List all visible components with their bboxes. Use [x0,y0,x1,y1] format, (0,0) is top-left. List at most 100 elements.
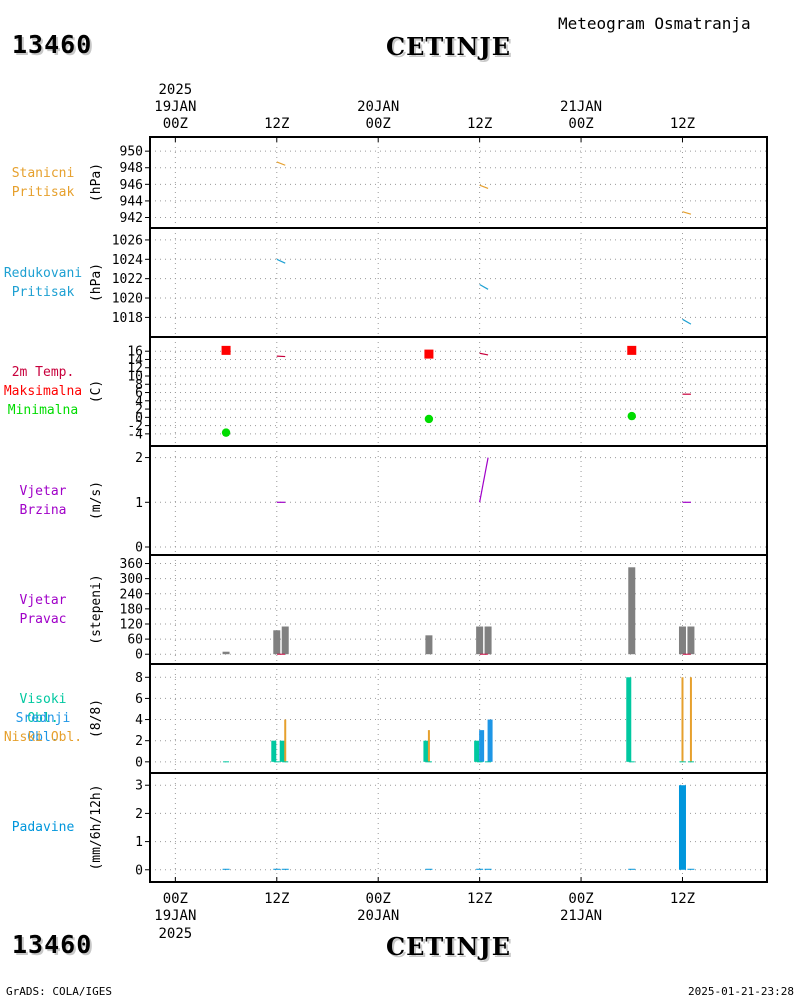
station-name-bottom: CETINJE [386,932,512,961]
bar [222,651,230,655]
y-tick-label: 0 [135,411,143,426]
y-tick-label: 6 [135,692,143,707]
time-date-label-bottom: 21JAN [560,908,602,924]
time-hour-label-bottom: 12Z [264,891,289,907]
footer-credit: GrADS: COLA/IGES [6,985,112,998]
y-axis-unit: (C) [89,380,104,403]
y-tick-label: 0 [135,863,143,878]
panel-label: Stanicni [11,165,75,181]
panel-label: Pritisak [11,284,75,300]
y-tick-label: 1022 [112,272,143,287]
panel-frame [149,227,768,338]
y-tick-label: 60 [127,633,143,648]
panel-label: Pravac [19,611,67,627]
panel-label: Visoki Obl. [19,692,67,726]
bar [281,626,289,655]
cloud-bar-high [626,677,632,762]
y-tick-label: 1020 [112,292,143,307]
series-segment [276,258,286,264]
bar [628,868,636,870]
y-tick-label: 180 [120,602,143,617]
series-segment [276,161,286,166]
series-segment [479,352,489,356]
series-segment [479,184,489,190]
y-tick-label: 6 [135,386,143,401]
y-tick-label: 944 [120,194,144,209]
cloud-bar-low [284,719,287,762]
y-tick-label: 950 [120,145,143,160]
chart-subtitle: Meteogram Osmatranja [558,14,751,33]
cloud-bar-low [681,677,684,762]
cloud-bar-low [427,730,430,762]
cloud-bar-high [279,740,285,762]
series-segment [682,318,692,325]
panel-label: Vjetar [19,483,67,499]
cloud-bar-low [689,677,692,762]
y-tick-label: 1 [135,835,143,850]
station-id-top: 13460 [12,30,93,59]
bar [628,567,636,655]
panel-frame [149,554,768,665]
max-temp-marker [424,349,434,359]
y-tick-label: 360 [120,557,143,572]
panel-frame [149,663,768,774]
time-date-label-top: 21JAN [560,99,602,115]
cloud-bar-high [474,740,480,762]
y-axis-unit: (mm/6h/12h) [89,784,104,870]
bar [425,868,433,870]
y-tick-label: 14 [127,353,143,368]
y-tick-label: 10 [127,370,143,385]
y-tick-label: 0 [135,648,143,663]
y-tick-label: 16 [127,345,143,360]
y-axis-unit: (hPa) [89,263,104,302]
y-tick-label: 4 [135,394,143,409]
min-temp-marker [221,428,231,437]
y-axis-unit: (stepeni) [89,574,104,644]
bar [678,785,686,870]
y-tick-label: 2 [135,403,143,418]
panel-label: Srednji Obl. [15,711,71,745]
panel-frame [149,445,768,556]
y-tick-label: 0 [135,755,143,770]
time-hour-label-top: 00Z [568,116,593,132]
bar [476,868,484,870]
bar [425,635,433,655]
y-tick-label: 1018 [112,311,143,326]
time-hour-label-bottom: 00Z [366,891,391,907]
bar [484,868,492,870]
y-tick-label: 4 [135,713,143,728]
time-hour-label-top: 00Z [366,116,391,132]
series-segment [479,283,489,290]
y-tick-label: 300 [120,572,143,587]
bar [687,868,695,870]
cloud-bar-high [423,740,429,762]
y-axis-unit: (8/8) [89,699,104,738]
min-temp-marker [627,411,636,421]
y-tick-label: 240 [120,587,143,602]
max-temp-marker [221,345,231,355]
time-date-label-top: 19JAN [154,99,196,115]
time-hour-label-bottom: 00Z [163,891,188,907]
panel-frame [149,136,768,229]
time-date-label-bottom: 19JAN [154,908,196,924]
y-tick-label: 2 [135,451,143,466]
y-tick-label: 2 [135,807,143,822]
time-date-label-bottom: 20JAN [357,908,399,924]
time-year-label-top: 2025 [158,82,192,98]
footer-timestamp: 2025-01-21-23:28 [688,985,794,998]
y-tick-label: 12 [127,361,143,376]
min-temp-marker [424,414,434,424]
y-tick-label: 0 [135,541,143,556]
series-segment [479,457,489,503]
y-axis-unit: (m/s) [89,481,104,520]
station-name-top: CETINJE [386,32,512,61]
max-temp-marker [627,345,637,355]
time-year-label-bottom: 2025 [158,926,192,942]
y-tick-label: 8 [135,378,143,393]
y-tick-label: 1026 [112,233,143,248]
bar [281,868,289,870]
panel-label: Pritisak [11,184,75,200]
y-tick-label: 1024 [112,253,143,268]
y-tick-label: 2 [135,734,143,749]
cloud-bar-mid [479,730,485,762]
